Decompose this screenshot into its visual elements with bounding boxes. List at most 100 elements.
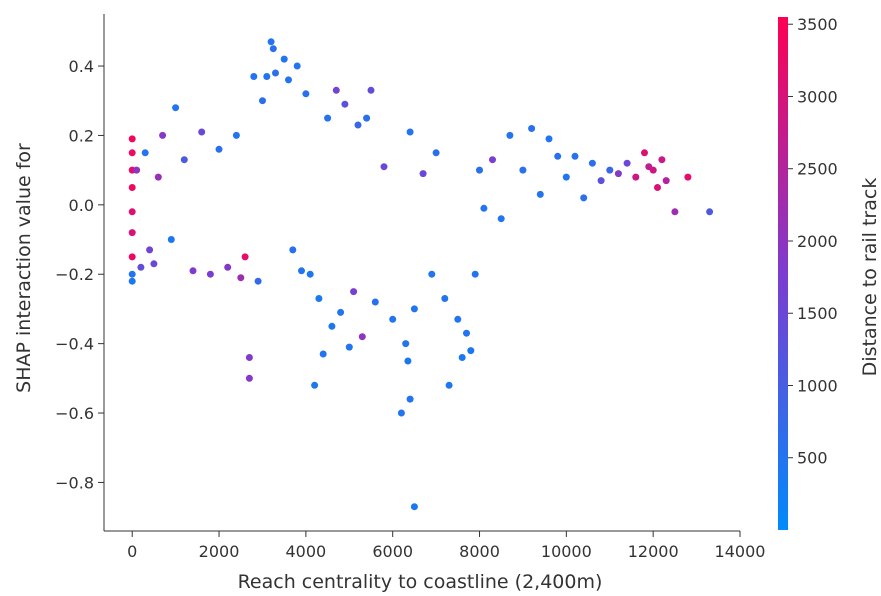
data-point bbox=[506, 131, 514, 139]
data-point bbox=[489, 156, 496, 164]
data-point bbox=[128, 253, 136, 261]
data-point bbox=[341, 100, 349, 108]
data-point bbox=[172, 104, 180, 112]
plot-axes bbox=[103, 14, 740, 532]
data-point bbox=[128, 270, 136, 278]
data-point bbox=[367, 86, 375, 94]
data-point bbox=[241, 253, 249, 261]
data-point bbox=[269, 45, 277, 53]
colorbar: 500 1000 1500 2000 2500 3000 3500 Distance to … bbox=[778, 15, 881, 530]
data-point bbox=[445, 381, 453, 389]
data-point bbox=[133, 166, 141, 174]
data-point bbox=[389, 315, 397, 323]
data-point bbox=[272, 69, 279, 77]
data-point bbox=[302, 90, 310, 98]
x-tick-label: 10000 bbox=[541, 542, 592, 561]
data-point bbox=[150, 260, 158, 268]
data-point bbox=[571, 152, 579, 160]
y-ticks: 0.4 0.2 0.0 −0.2 −0.4 −0.6 −0.8 bbox=[55, 57, 104, 492]
x-ticks: 0 2000 4000 6000 8000 10000 12000 14000 bbox=[127, 531, 765, 561]
data-point bbox=[632, 173, 640, 181]
y-tick-label: −0.8 bbox=[55, 473, 94, 492]
data-point bbox=[128, 135, 136, 143]
y-axis-label: SHAP interaction value for bbox=[13, 143, 35, 393]
data-point bbox=[315, 295, 323, 302]
data-point bbox=[259, 97, 266, 105]
data-point bbox=[180, 156, 188, 164]
data-point bbox=[159, 131, 167, 139]
data-point bbox=[441, 295, 449, 302]
data-point bbox=[428, 270, 436, 278]
colorbar-tick-label: 2000 bbox=[797, 232, 838, 251]
x-tick-label: 8000 bbox=[459, 542, 500, 561]
y-tick-label: −0.4 bbox=[55, 335, 94, 354]
x-tick-label: 12000 bbox=[628, 542, 679, 561]
data-point bbox=[289, 246, 297, 254]
y-tick-label: 0.0 bbox=[69, 196, 94, 215]
y-tick-label: −0.2 bbox=[55, 265, 94, 284]
x-axis-label: Reach centrality to coastline (2,400m) bbox=[238, 571, 603, 593]
data-point bbox=[137, 263, 145, 271]
data-point bbox=[245, 354, 253, 361]
data-point bbox=[614, 170, 622, 178]
data-point bbox=[562, 173, 570, 181]
data-point bbox=[146, 246, 154, 254]
data-point bbox=[371, 298, 379, 306]
data-point bbox=[410, 503, 418, 511]
data-point bbox=[597, 177, 605, 185]
data-point bbox=[154, 173, 162, 181]
data-point bbox=[471, 270, 479, 278]
data-point bbox=[662, 177, 670, 185]
data-point bbox=[254, 277, 262, 285]
x-tick-label: 2000 bbox=[199, 542, 240, 561]
data-point bbox=[458, 354, 466, 361]
x-tick-label: 6000 bbox=[372, 542, 413, 561]
data-point bbox=[358, 333, 366, 341]
data-point bbox=[128, 229, 136, 237]
data-point bbox=[588, 159, 596, 167]
data-point bbox=[298, 267, 305, 275]
colorbar-tick-label: 3000 bbox=[797, 87, 838, 106]
data-point bbox=[328, 322, 336, 330]
data-point bbox=[684, 173, 692, 181]
data-point bbox=[528, 125, 536, 132]
data-point bbox=[497, 215, 505, 223]
colorbar-gradient bbox=[778, 17, 788, 530]
colorbar-tick-label: 3500 bbox=[797, 15, 838, 34]
data-point bbox=[467, 347, 475, 355]
data-point bbox=[215, 145, 223, 153]
data-point bbox=[404, 357, 412, 365]
data-point bbox=[580, 194, 588, 202]
data-point bbox=[463, 329, 470, 337]
data-point bbox=[410, 305, 418, 313]
data-point bbox=[345, 343, 353, 351]
data-point bbox=[224, 263, 232, 271]
data-point bbox=[380, 163, 388, 171]
colorbar-tick-label: 1000 bbox=[797, 376, 838, 395]
data-point bbox=[406, 128, 414, 136]
colorbar-tick-label: 500 bbox=[797, 449, 828, 468]
colorbar-tick-label: 2500 bbox=[797, 160, 838, 179]
x-tick-label: 0 bbox=[127, 542, 137, 561]
data-point bbox=[397, 409, 405, 417]
data-point bbox=[519, 166, 527, 174]
data-point bbox=[128, 184, 136, 191]
data-point bbox=[402, 340, 410, 348]
data-point bbox=[128, 208, 136, 216]
data-point bbox=[406, 395, 414, 403]
data-point bbox=[432, 149, 440, 157]
data-point bbox=[658, 156, 666, 164]
data-point bbox=[332, 86, 340, 94]
data-point bbox=[554, 152, 562, 160]
data-point bbox=[232, 131, 240, 139]
data-point bbox=[311, 381, 319, 389]
data-point bbox=[263, 73, 271, 80]
data-point bbox=[536, 190, 544, 198]
data-point bbox=[280, 55, 288, 63]
colorbar-ticks: 500 1000 1500 2000 2500 3000 3500 bbox=[788, 15, 838, 468]
data-point bbox=[198, 128, 206, 136]
data-point bbox=[671, 208, 679, 216]
data-point bbox=[189, 267, 197, 275]
y-tick-label: 0.2 bbox=[69, 126, 94, 145]
